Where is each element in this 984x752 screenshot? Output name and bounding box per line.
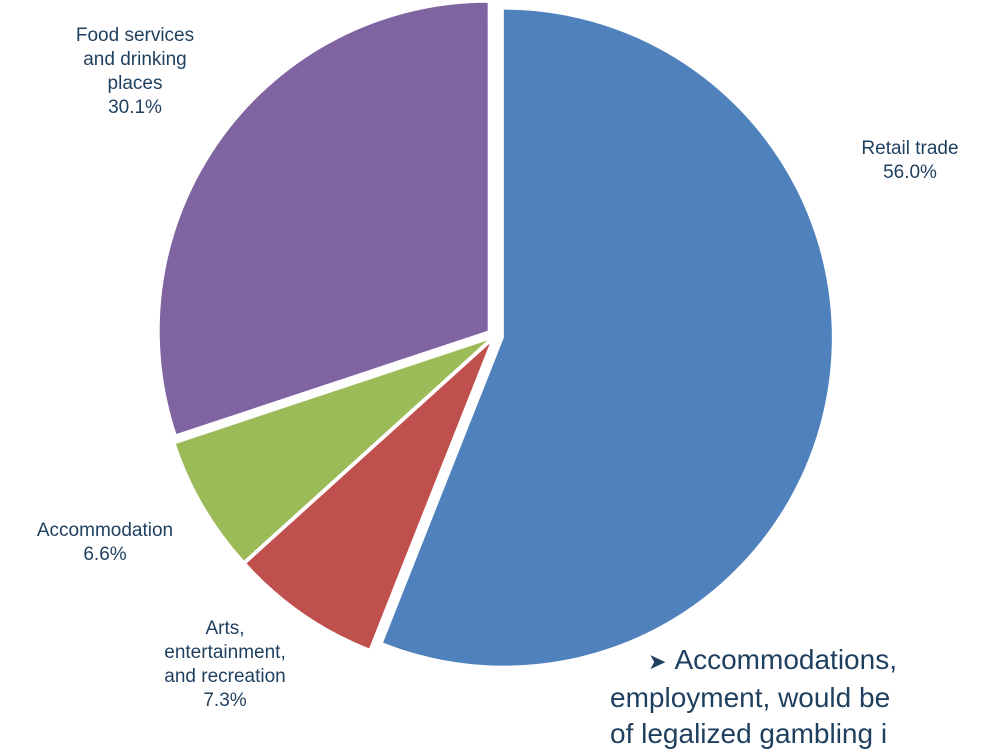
label-accommodation-name: Accommodation bbox=[36, 520, 174, 541]
slice-retail-trade bbox=[383, 9, 832, 666]
label-food-services-line1: Food services bbox=[75, 25, 195, 46]
slice-arts-entertainment-recreation bbox=[246, 343, 490, 649]
slice-accommodation bbox=[175, 340, 488, 561]
label-arts-line3: and recreation bbox=[164, 666, 286, 687]
label-food-services: Food services and drinking places 30.1% bbox=[30, 24, 240, 120]
arrow-bullet-icon: ➤ bbox=[648, 649, 667, 674]
note-line-1-text: Accommodations, bbox=[674, 644, 897, 675]
note-line-1: ➤ Accommodations, bbox=[610, 642, 984, 680]
label-arts: Arts, entertainment, and recreation 7.3% bbox=[130, 617, 320, 713]
label-food-services-percent: 30.1% bbox=[108, 97, 162, 118]
label-food-services-line3: places bbox=[107, 73, 163, 94]
label-retail-trade-percent: 56.0% bbox=[883, 162, 937, 183]
bullet-note: ➤ Accommodations, employment, would be of… bbox=[610, 642, 984, 752]
note-line-2: employment, would be bbox=[610, 682, 891, 713]
label-retail-trade: Retail trade 56.0% bbox=[835, 137, 984, 185]
note-line-3: of legalized gambling i bbox=[610, 718, 888, 749]
label-arts-line2: entertainment, bbox=[164, 642, 286, 663]
label-accommodation: Accommodation 6.6% bbox=[0, 519, 210, 567]
label-food-services-line2: and drinking bbox=[83, 49, 187, 70]
label-arts-line1: Arts, bbox=[205, 618, 245, 639]
slice-food-services bbox=[159, 2, 488, 435]
label-accommodation-percent: 6.6% bbox=[83, 544, 127, 565]
label-arts-percent: 7.3% bbox=[203, 690, 247, 711]
label-retail-trade-name: Retail trade bbox=[861, 138, 959, 159]
